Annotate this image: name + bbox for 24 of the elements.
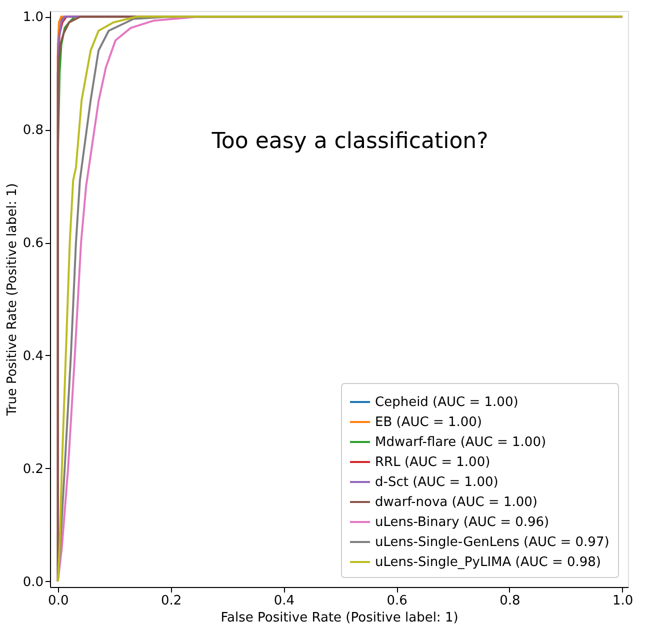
x-axis-title: False Positive Rate (Positive label: 1) <box>220 610 458 626</box>
y-tick-label: 0.4 <box>22 348 44 364</box>
legend-label: Cepheid (AUC = 1.00) <box>375 395 518 410</box>
legend-label: RRL (AUC = 1.00) <box>375 455 490 470</box>
x-tick-label: 0.2 <box>160 594 182 608</box>
x-tick-label: 1.0 <box>612 594 634 608</box>
x-tick-label: 0.0 <box>48 594 69 608</box>
legend-label: d-Sct (AUC = 1.00) <box>375 475 498 490</box>
y-tick-label: 0.8 <box>22 123 44 138</box>
legend-label: EB (AUC = 1.00) <box>375 415 482 430</box>
legend-label: Mdwarf-flare (AUC = 1.00) <box>375 435 546 450</box>
x-tick-label: 0.4 <box>274 594 295 608</box>
legend-label: uLens-Single_PyLIMA (AUC = 0.98) <box>375 555 602 570</box>
y-tick-label: 0.6 <box>22 236 44 252</box>
y-tick-label: 1.0 <box>22 10 44 26</box>
x-tick-label: 0.8 <box>500 594 520 608</box>
y-axis-title: True Positive Rate (Positive label: 1) <box>4 183 20 417</box>
y-tick-label: 0.2 <box>22 462 44 477</box>
x-tick-label: 0.6 <box>386 594 408 608</box>
legend-label: uLens-Single-GenLens (AUC = 0.97) <box>375 535 610 550</box>
y-tick-label: 0.0 <box>22 574 44 590</box>
legend-label: dwarf-nova (AUC = 1.00) <box>375 495 538 510</box>
legend-label: uLens-Binary (AUC = 0.96) <box>375 515 550 530</box>
annotation: Too easy a classification? <box>210 129 488 154</box>
